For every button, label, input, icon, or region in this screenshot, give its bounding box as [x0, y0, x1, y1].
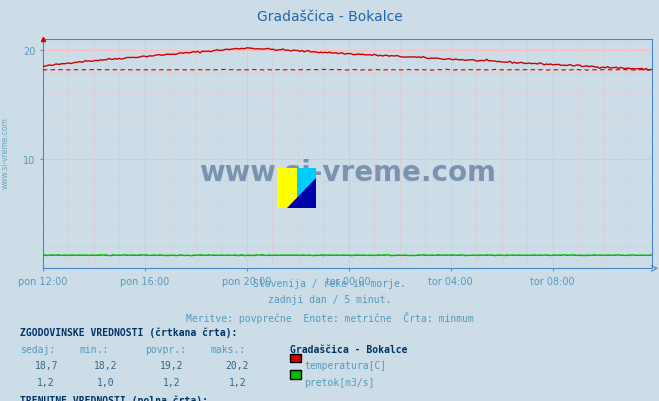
- Text: 1,2: 1,2: [38, 377, 55, 387]
- Text: 1,0: 1,0: [97, 377, 114, 387]
- Text: Slovenija / reke in morje.: Slovenija / reke in morje.: [253, 279, 406, 289]
- Text: zadnji dan / 5 minut.: zadnji dan / 5 minut.: [268, 295, 391, 305]
- Text: Meritve: povprečne  Enote: metrične  Črta: minmum: Meritve: povprečne Enote: metrične Črta:…: [186, 311, 473, 323]
- Text: TRENUTNE VREDNOSTI (polna črta):: TRENUTNE VREDNOSTI (polna črta):: [20, 394, 208, 401]
- Text: maks.:: maks.:: [211, 344, 246, 354]
- Text: www.si-vreme.com: www.si-vreme.com: [1, 117, 10, 188]
- Text: sedaj:: sedaj:: [20, 344, 55, 354]
- Text: 18,7: 18,7: [34, 360, 58, 371]
- Text: 18,2: 18,2: [94, 360, 117, 371]
- Text: 20,2: 20,2: [225, 360, 249, 371]
- Polygon shape: [297, 168, 316, 178]
- Text: 1,2: 1,2: [163, 377, 180, 387]
- Text: Gradaščica - Bokalce: Gradaščica - Bokalce: [290, 344, 407, 354]
- Text: temperatura[C]: temperatura[C]: [304, 360, 387, 371]
- Bar: [297, 168, 316, 209]
- Text: Gradaščica - Bokalce: Gradaščica - Bokalce: [256, 10, 403, 24]
- Text: pretok[m3/s]: pretok[m3/s]: [304, 377, 375, 387]
- Text: min.:: min.:: [79, 344, 109, 354]
- Text: ZGODOVINSKE VREDNOSTI (črtkana črta):: ZGODOVINSKE VREDNOSTI (črtkana črta):: [20, 327, 237, 337]
- Polygon shape: [287, 178, 316, 209]
- Bar: [277, 168, 297, 209]
- Text: www.si-vreme.com: www.si-vreme.com: [199, 159, 496, 186]
- Text: 19,2: 19,2: [159, 360, 183, 371]
- Text: 1,2: 1,2: [229, 377, 246, 387]
- Text: povpr.:: povpr.:: [145, 344, 186, 354]
